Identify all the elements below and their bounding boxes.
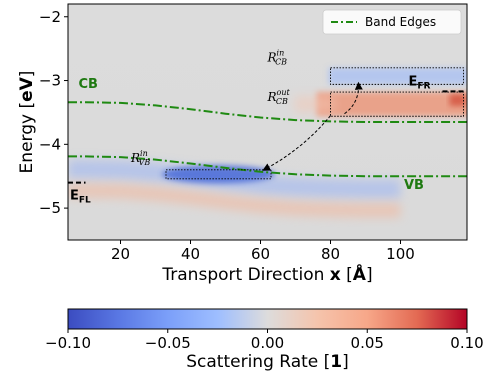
fermi-level-label-fr: EFR (409, 74, 431, 91)
y-axis-label: Energy [eV] (17, 71, 37, 174)
band-label-vb: VB (404, 178, 424, 193)
transition-arrow (344, 81, 363, 115)
x-tick-label: 60 (251, 245, 270, 263)
cb-out-scattering-peak (449, 94, 466, 107)
colorbar: −0.10 −0.05 0.00 0.05 0.10 Scattering Rate [… (45, 308, 484, 372)
colorbar-tick-label: −0.10 (45, 334, 91, 352)
vb-positive-rate-band (68, 183, 401, 218)
x-tick-label: 40 (181, 245, 200, 263)
y-tick-label: −4 (39, 135, 61, 153)
x-tick-label: 20 (111, 245, 130, 263)
transition-arrows (262, 81, 363, 171)
band-edges (68, 101, 467, 178)
region-box-cb-in (330, 67, 464, 85)
legend: Band Edges (322, 9, 462, 35)
colorbar-gradient (67, 308, 468, 330)
fermi-level-label-fl: EFL (70, 189, 91, 206)
fermi-levels: EFL EFR (68, 74, 467, 206)
transition-arrow (262, 115, 331, 171)
x-axis-label: Transport Direction x [Å] (161, 262, 372, 285)
band-label-cb: CB (79, 77, 98, 92)
region-label-cb-out: Rout CB (267, 88, 291, 106)
legend-box (322, 9, 462, 35)
y-tick-label: −5 (39, 199, 61, 217)
colorbar-ticks: −0.10 −0.05 0.00 0.05 0.10 (45, 329, 484, 352)
colorbar-tick-label: 0.05 (351, 334, 384, 352)
x-tick-label: 80 (321, 245, 340, 263)
colorbar-tick-label: 0.10 (450, 334, 483, 352)
band-edge-cb (68, 101, 467, 123)
vb-in-scattering-core (162, 165, 275, 184)
y-tick-label: −2 (39, 8, 61, 26)
plot-frame (67, 3, 468, 241)
region-label-vb-in: Rin VB (130, 149, 150, 167)
colorbar-tick-label: −0.05 (145, 334, 191, 352)
cb-in-scattering-field (328, 67, 467, 85)
legend-label-band-edges: Band Edges (365, 15, 436, 29)
region-box-vb-in (165, 169, 272, 180)
region-box-cb-out (330, 91, 464, 117)
x-axis-ticks: 20 40 60 80 100 (111, 240, 415, 263)
y-axis-ticks: −2 −3 −4 −5 (39, 8, 68, 217)
cb-out-scattering-field (316, 92, 467, 117)
region-label-cb-in: Rin CB (267, 48, 288, 66)
x-tick-label: 100 (386, 245, 415, 263)
band-edge-vb (68, 155, 467, 178)
scattering-regions: Rin VB Rout CB Rin CB (130, 48, 464, 180)
colorbar-tick-label: 0.00 (251, 334, 284, 352)
cb-out-scattering-tail (294, 96, 335, 113)
y-tick-label: −3 (39, 72, 61, 90)
colorbar-label: Scattering Rate [1] (186, 352, 349, 372)
heatmap-plot: EFL EFR Rin VB Rout CB Rin CB 20 40 60 80 100 −2 −3… (17, 3, 468, 285)
band-labels: CB VB (79, 77, 424, 193)
